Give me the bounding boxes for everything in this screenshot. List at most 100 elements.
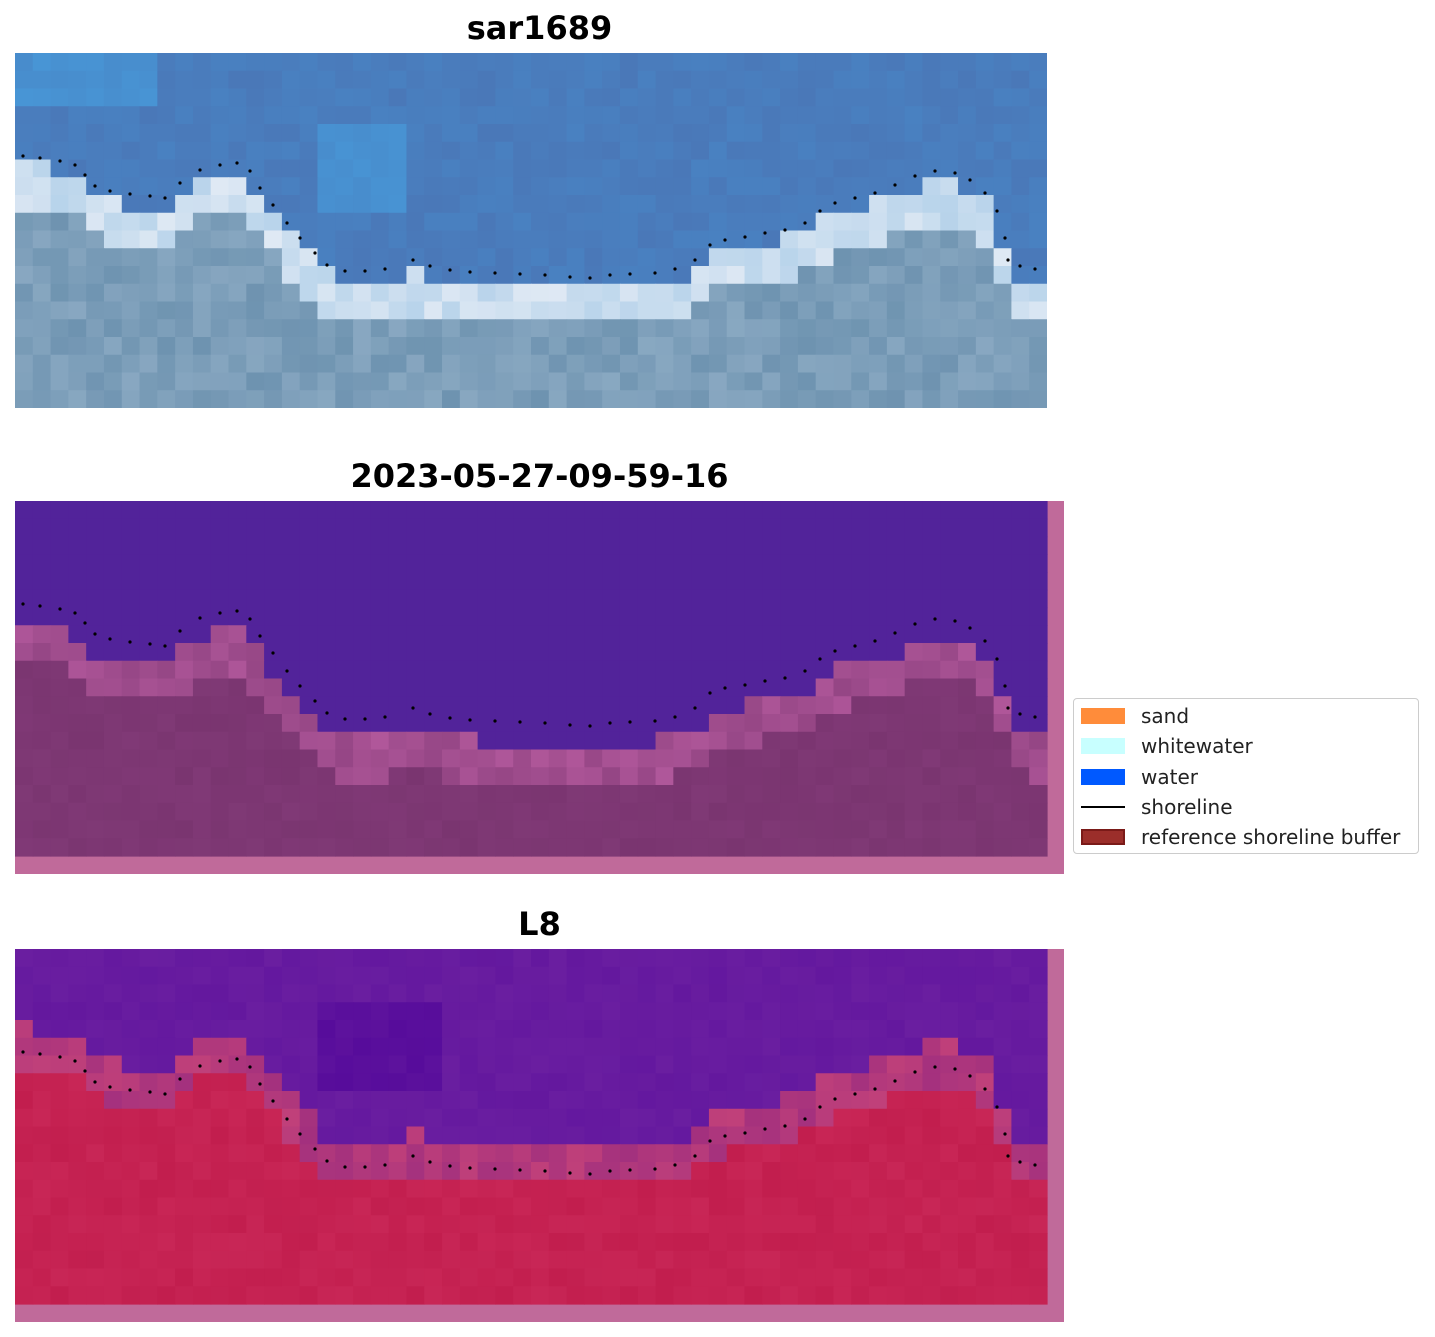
image-pixel: [726, 1126, 746, 1145]
shoreline-point: [21, 602, 25, 606]
image-pixel: [691, 1073, 710, 1092]
image-pixel: [993, 838, 1013, 857]
image-pixel: [281, 372, 301, 391]
image-pixel: [548, 696, 568, 715]
image-pixel: [370, 785, 390, 804]
image-pixel: [637, 248, 657, 267]
image-pixel: [797, 501, 817, 520]
image-pixel: [15, 1268, 34, 1287]
image-pixel: [531, 1162, 550, 1181]
image-pixel: [797, 70, 817, 90]
shoreline-point: [128, 1088, 132, 1092]
image-pixel: [708, 984, 728, 1003]
image-pixel: [157, 1286, 176, 1305]
image-pixel: [922, 1179, 941, 1199]
image-pixel: [904, 212, 924, 232]
image-pixel: [86, 1144, 105, 1163]
image-pixel: [922, 1197, 941, 1216]
image-pixel: [993, 1037, 1013, 1057]
image-pixel: [744, 1162, 763, 1181]
image-pixel: [317, 106, 336, 125]
image-pixel: [993, 88, 1013, 107]
image-pixel: [353, 554, 372, 573]
image-pixel: [175, 177, 194, 196]
image-pixel: [602, 1020, 621, 1039]
image-pixel: [637, 301, 657, 320]
image-pixel: [264, 767, 283, 786]
image-pixel: [780, 696, 799, 715]
image-pixel: [619, 390, 639, 408]
image-pixel: [584, 354, 603, 374]
image-pixel: [958, 1144, 977, 1163]
image-pixel: [68, 230, 87, 249]
image-pixel: [246, 554, 265, 573]
image-pixel: [210, 501, 230, 520]
image-pixel: [299, 53, 319, 72]
image-pixel: [637, 572, 657, 591]
image-pixel: [993, 518, 1013, 538]
image-pixel: [886, 88, 906, 107]
image-pixel: [975, 1162, 995, 1181]
image-pixel: [1029, 124, 1047, 143]
image-pixel: [477, 838, 497, 857]
image-pixel: [904, 1215, 924, 1234]
image-pixel: [406, 1055, 425, 1074]
image-pixel: [210, 696, 230, 715]
image-pixel: [192, 53, 212, 72]
image-pixel: [691, 1108, 710, 1128]
image-pixel: [691, 749, 710, 768]
image-pixel: [495, 1197, 514, 1216]
image-pixel: [15, 212, 34, 232]
image-pixel: [886, 589, 906, 609]
image-pixel: [388, 1233, 408, 1252]
image-pixel: [815, 266, 835, 285]
image-pixel: [442, 660, 461, 680]
image-pixel: [86, 731, 105, 751]
image-pixel: [15, 1197, 34, 1216]
image-pixel: [993, 1215, 1013, 1234]
image-pixel: [780, 731, 799, 751]
image-pixel: [388, 589, 408, 609]
image-pixel: [833, 177, 852, 196]
image-pixel: [833, 1144, 852, 1163]
image-pixel: [477, 390, 497, 408]
image-pixel: [86, 838, 105, 857]
image-pixel: [922, 625, 941, 644]
image-pixel: [904, 767, 924, 786]
image-pixel: [548, 536, 568, 555]
shoreline-point: [893, 631, 897, 635]
image-pixel: [442, 607, 461, 626]
image-pixel: [495, 1108, 514, 1128]
image-pixel: [619, 625, 639, 644]
image-pixel: [406, 212, 425, 232]
image-pixel: [602, 141, 621, 161]
image-pixel: [602, 195, 621, 214]
image-pixel: [922, 949, 941, 968]
image-pixel: [264, 731, 283, 751]
image-pixel: [797, 177, 817, 196]
image-pixel: [15, 554, 34, 573]
image-pixel: [50, 838, 69, 857]
image-pixel: [655, 1020, 674, 1039]
image-pixel: [32, 124, 52, 143]
image-pixel: [317, 966, 336, 986]
image-pixel: [210, 212, 230, 232]
image-pixel: [317, 749, 336, 768]
image-pixel: [121, 820, 141, 839]
image-pixel: [531, 1233, 550, 1252]
image-pixel: [797, 767, 817, 786]
image-pixel: [175, 984, 194, 1003]
image-pixel: [335, 53, 354, 72]
image-pixel: [50, 1162, 69, 1181]
image-pixel: [584, 802, 603, 822]
image-pixel: [637, 1162, 657, 1181]
image-pixel: [103, 319, 123, 338]
image-pixel: [869, 1162, 888, 1181]
image-pixel: [477, 625, 497, 644]
image-pixel: [940, 1233, 959, 1252]
image-pixel: [50, 572, 69, 591]
image-pixel: [459, 678, 479, 697]
image-pixel: [815, 984, 835, 1003]
image-pixel: [940, 53, 959, 72]
image-pixel: [744, 53, 763, 72]
